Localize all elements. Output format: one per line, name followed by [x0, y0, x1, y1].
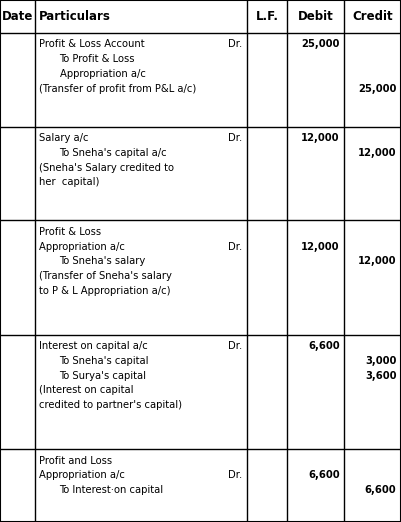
Text: Profit & Loss Account: Profit & Loss Account: [39, 40, 145, 50]
Text: Date: Date: [2, 10, 33, 23]
Text: (Interest on capital: (Interest on capital: [39, 385, 134, 396]
Text: 12,000: 12,000: [301, 133, 340, 143]
Text: (Sneha's Salary credited to: (Sneha's Salary credited to: [39, 163, 174, 173]
Text: (Transfer of Sneha's salary: (Transfer of Sneha's salary: [39, 271, 172, 281]
Text: to P & L Appropriation a/c): to P & L Appropriation a/c): [39, 286, 171, 296]
Text: credited to partner's capital): credited to partner's capital): [39, 400, 182, 410]
Text: Dr.: Dr.: [228, 341, 243, 351]
Text: 12,000: 12,000: [358, 256, 397, 266]
Text: Salary a/c: Salary a/c: [39, 133, 89, 143]
Text: 12,000: 12,000: [358, 148, 397, 158]
Text: her  capital): her capital): [39, 177, 100, 187]
Text: To Sneha's capital: To Sneha's capital: [59, 356, 149, 366]
Text: 12,000: 12,000: [301, 242, 340, 252]
Text: Credit: Credit: [352, 10, 393, 23]
Text: Appropriation a/c: Appropriation a/c: [39, 242, 125, 252]
Text: L.F.: L.F.: [256, 10, 279, 23]
Text: To Surya's capital: To Surya's capital: [59, 371, 146, 381]
Text: Appropriation a/c: Appropriation a/c: [39, 470, 125, 480]
Text: 6,600: 6,600: [365, 485, 397, 495]
Text: Appropriation a/c: Appropriation a/c: [59, 69, 146, 79]
Text: Dr.: Dr.: [228, 133, 243, 143]
Text: Debit: Debit: [298, 10, 334, 23]
Text: To Profit & Loss: To Profit & Loss: [59, 54, 135, 64]
Text: To Sneha's capital a/c: To Sneha's capital a/c: [59, 148, 167, 158]
Text: Dr.: Dr.: [228, 242, 243, 252]
Text: Particulars: Particulars: [39, 10, 111, 23]
Text: 25,000: 25,000: [301, 40, 340, 50]
Text: 6,600: 6,600: [308, 341, 340, 351]
Text: Interest on capital a/c: Interest on capital a/c: [39, 341, 148, 351]
Text: Profit & Loss: Profit & Loss: [39, 227, 101, 237]
Text: 6,600: 6,600: [308, 470, 340, 480]
Text: (Transfer of profit from P&L a/c): (Transfer of profit from P&L a/c): [39, 84, 196, 94]
Text: Profit and Loss: Profit and Loss: [39, 456, 113, 466]
Text: 25,000: 25,000: [358, 84, 397, 94]
Text: Dr.: Dr.: [228, 40, 243, 50]
Text: To Sneha's salary: To Sneha's salary: [59, 256, 146, 266]
Text: To Interest·on capital: To Interest·on capital: [59, 485, 164, 495]
Text: Dr.: Dr.: [228, 470, 243, 480]
Text: 3,600: 3,600: [365, 371, 397, 381]
Text: 3,000: 3,000: [365, 356, 397, 366]
